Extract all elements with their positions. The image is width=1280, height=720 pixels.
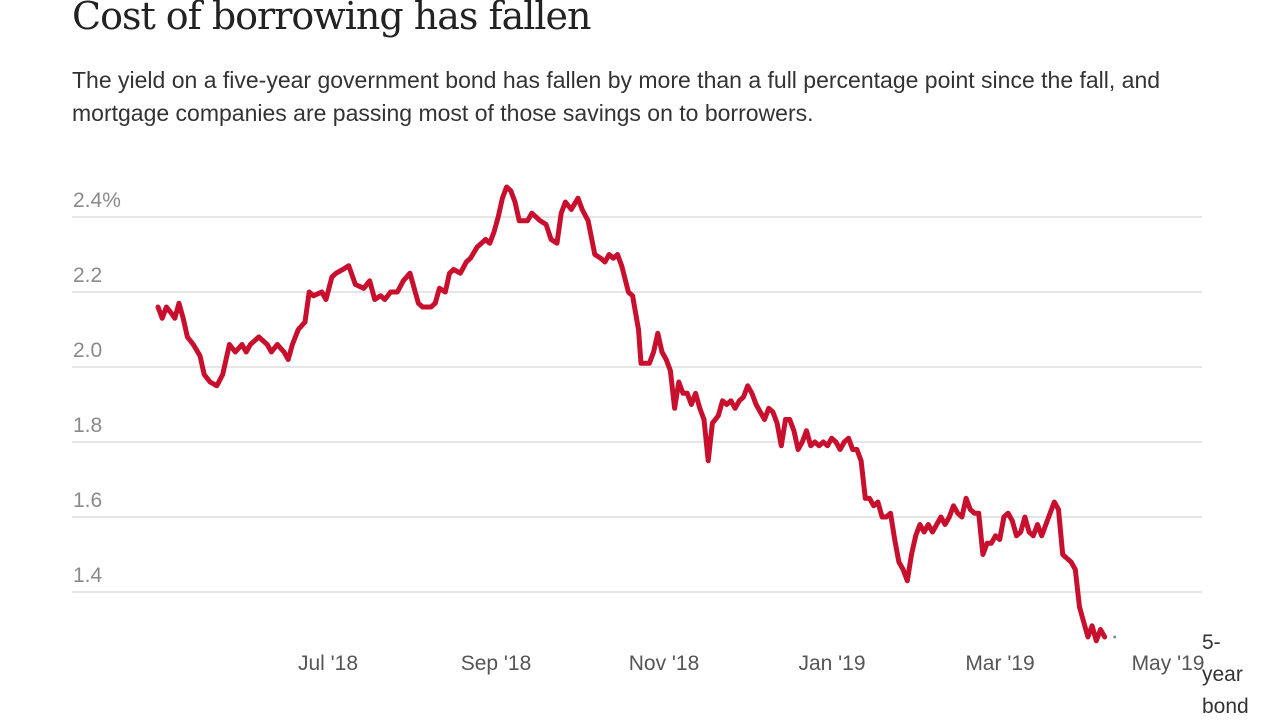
y-tick-label: 2.4% xyxy=(73,189,121,212)
x-tick-label: Nov '18 xyxy=(629,652,700,675)
x-tick-label: May '19 xyxy=(1132,652,1205,675)
series-group xyxy=(155,184,1117,644)
series-line-5-year-bond xyxy=(155,184,1108,644)
x-tick-label: Sep '18 xyxy=(461,652,532,675)
x-tick-label: Jan '19 xyxy=(798,652,865,675)
y-tick-label: 1.8 xyxy=(73,414,102,437)
y-tick-label: 1.4 xyxy=(73,564,103,587)
chart-title: Cost of borrowing has fallen xyxy=(72,0,591,38)
series-label-line: bond xyxy=(1202,695,1249,718)
series-end-marker xyxy=(1113,635,1117,639)
y-tick-label: 2.0 xyxy=(73,339,102,362)
chart-subtitle: The yield on a five-year government bond… xyxy=(72,67,1161,126)
series-label-group: 5- year bond xyxy=(1202,631,1249,718)
series-label-line: 5- xyxy=(1202,631,1221,654)
series-label-line: year xyxy=(1202,663,1243,686)
y-axis-ticks: 2.4% 2.2 2.0 1.8 1.6 1.4 xyxy=(73,189,121,587)
y-tick-label: 2.2 xyxy=(73,264,102,287)
y-tick-label: 1.6 xyxy=(73,489,102,512)
x-tick-label: Mar '19 xyxy=(965,652,1034,675)
x-tick-label: Jul '18 xyxy=(298,652,358,675)
gridlines xyxy=(72,216,1202,593)
x-axis-ticks: Jul '18 Sep '18 Nov '18 Jan '19 Mar '19 May '… xyxy=(298,652,1204,675)
